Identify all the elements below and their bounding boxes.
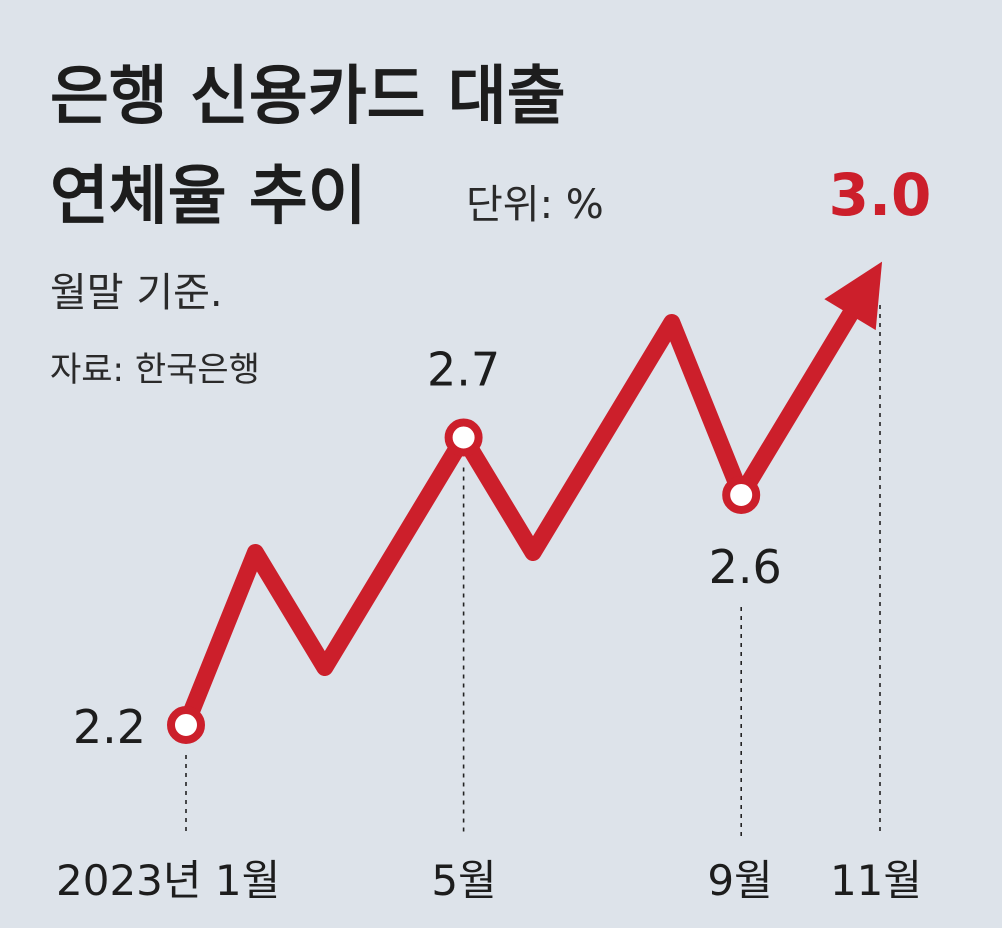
basis-note: 월말 기준.	[50, 270, 223, 316]
series-line	[177, 301, 862, 734]
value-label-2023-11: 3.0	[829, 161, 932, 229]
x-axis-labels: 2023년 1월 5월 9월 11월	[56, 856, 922, 905]
x-tick-label-2023-05: 5월	[431, 856, 496, 905]
value-label-2023-01: 2.2	[73, 700, 146, 754]
series-line-layer	[177, 261, 883, 734]
x-tick-label-2023-11: 11월	[830, 856, 922, 905]
chart-title-line2: 연체율 추이	[50, 160, 367, 234]
value-label-2023-09: 2.6	[709, 540, 782, 594]
x-tick-label-2023-09: 9월	[707, 856, 772, 905]
point-marker-2023-05	[444, 418, 483, 457]
unit-label: 단위: %	[466, 182, 604, 228]
point-marker-2023-09	[722, 476, 761, 514]
value-labels: 2.2 2.7 2.6 3.0	[73, 161, 932, 754]
source-note: 자료: 한국은행	[50, 350, 260, 390]
point-markers	[167, 418, 761, 744]
arrow-head-icon	[824, 261, 883, 331]
x-tick-label-2023-01: 2023년 1월	[56, 856, 280, 905]
point-marker-2023-01	[167, 706, 205, 744]
guide-lines	[185, 305, 881, 836]
value-label-2023-05: 2.7	[427, 343, 500, 397]
chart-title-line1: 은행 신용카드 대출	[50, 60, 566, 134]
